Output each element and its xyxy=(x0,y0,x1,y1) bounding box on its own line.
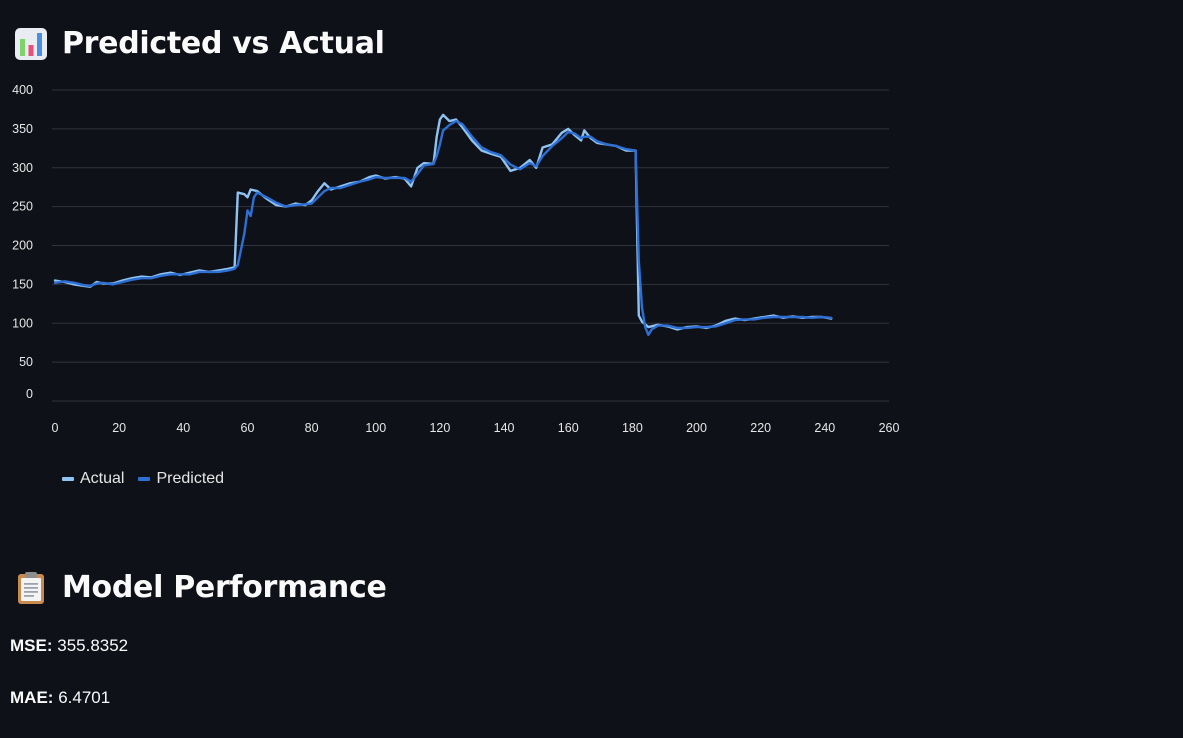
x-tick-label-160: 160 xyxy=(558,421,579,435)
x-axis: 0 20 40 60 80 100 120 140 160 180 200 220 240 260 xyxy=(52,421,900,435)
x-tick-label-260: 260 xyxy=(879,421,900,435)
metric-mae-label: MAE: xyxy=(10,688,54,707)
x-tick-label-40: 40 xyxy=(176,421,190,435)
metric-mse-label: MSE: xyxy=(10,636,53,655)
x-tick-label-20: 20 xyxy=(112,421,126,435)
legend-swatch-actual xyxy=(62,477,74,481)
chart-section-header: Predicted vs Actual xyxy=(14,26,385,61)
y-tick-label-250: 250 xyxy=(12,200,33,214)
x-tick-label-200: 200 xyxy=(686,421,707,435)
y-tick-label-350: 350 xyxy=(12,122,33,136)
x-tick-label-80: 80 xyxy=(305,421,319,435)
x-tick-label-180: 180 xyxy=(622,421,643,435)
legend-swatch-predicted xyxy=(138,477,151,481)
metric-mae-value: 6.4701 xyxy=(58,688,111,707)
series-line-actual[interactable] xyxy=(53,113,833,331)
legend-label-predicted: Predicted xyxy=(156,470,225,487)
y-tick-label-100: 100 xyxy=(12,316,33,330)
legend-item-predicted[interactable]: Predicted xyxy=(138,470,224,488)
performance-section-title: Model Performance xyxy=(62,570,387,605)
line-chart[interactable]: 0 50 100 150 200 250 300 350 400 0 20 40 60 80 100 120 1… xyxy=(0,80,900,440)
y-tick-label-200: 200 xyxy=(12,239,33,253)
x-tick-label-240: 240 xyxy=(814,421,835,435)
metric-mse-value: 355.8352 xyxy=(57,636,129,655)
y-tick-label-50: 50 xyxy=(19,355,33,369)
y-axis: 0 50 100 150 200 250 300 350 400 xyxy=(12,83,33,401)
x-tick-label-60: 60 xyxy=(241,421,255,435)
bar-chart-emoji-icon xyxy=(14,27,48,61)
metric-mse: MSE: 355.8352 xyxy=(10,636,128,656)
x-tick-label-220: 220 xyxy=(750,421,771,435)
series-line-predicted[interactable] xyxy=(53,119,833,337)
y-tick-label-400: 400 xyxy=(12,83,33,97)
y-tick-label-300: 300 xyxy=(12,161,33,175)
y-tick-label-150: 150 xyxy=(12,277,33,291)
chart-legend: Actual Predicted xyxy=(62,470,224,488)
y-tick-label-0: 0 xyxy=(26,387,33,401)
x-tick-label-0: 0 xyxy=(52,421,59,435)
x-tick-label-100: 100 xyxy=(365,421,386,435)
chart-section-title: Predicted vs Actual xyxy=(62,26,385,61)
x-tick-label-120: 120 xyxy=(429,421,450,435)
x-tick-label-140: 140 xyxy=(494,421,515,435)
chart-svg[interactable]: 0 50 100 150 200 250 300 350 400 0 20 40 60 80 100 120 1… xyxy=(0,80,900,440)
legend-item-actual[interactable]: Actual xyxy=(62,470,124,488)
grid-lines xyxy=(52,89,889,402)
performance-section-header: Model Performance xyxy=(14,570,387,605)
clipboard-emoji-icon xyxy=(14,571,48,605)
legend-label-actual: Actual xyxy=(80,470,125,487)
metric-mae: MAE: 6.4701 xyxy=(10,688,110,708)
